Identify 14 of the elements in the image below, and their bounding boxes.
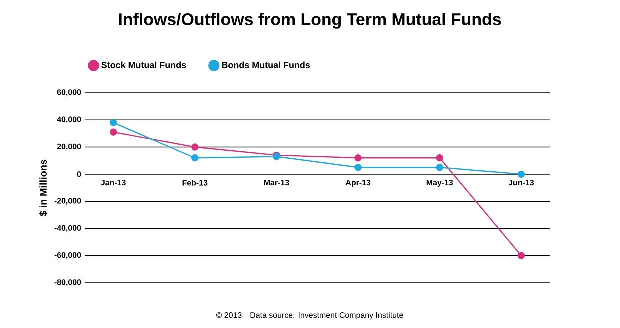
point — [436, 154, 444, 162]
point — [518, 170, 526, 178]
point — [110, 119, 118, 126]
legend-label: Bonds Mutual Funds — [222, 62, 310, 68]
point — [436, 164, 444, 172]
legend-label: Stock Mutual Funds — [102, 62, 186, 68]
point — [110, 128, 118, 136]
point — [192, 154, 199, 162]
y-axis-title: $ in Millions — [39, 160, 48, 216]
chart-title: Inflows/Outflows from Long Term Mutual Funds — [119, 13, 502, 29]
point — [192, 144, 199, 151]
point — [354, 164, 362, 172]
point — [354, 154, 362, 162]
point — [518, 252, 526, 260]
